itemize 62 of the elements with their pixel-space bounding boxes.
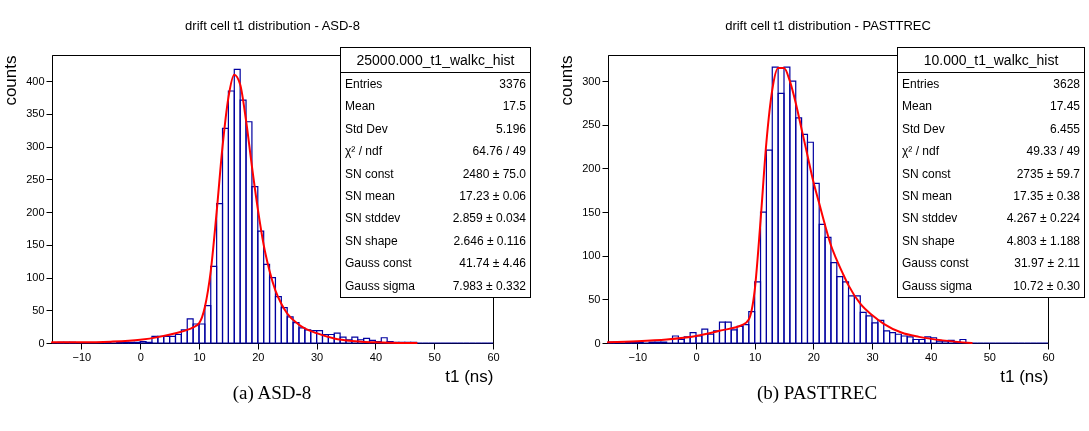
text: Mean 17.5	[345, 99, 526, 114]
x-axis-title: t1 (ns)	[1000, 366, 1049, 386]
x-tick-label: 50	[983, 350, 996, 363]
x-tick-label: 0	[137, 350, 144, 363]
y-tick-label: 300	[26, 140, 45, 153]
y-tick-label: 50	[588, 292, 601, 305]
text: SN const 2735 ± 59.7	[902, 166, 1080, 181]
x-tick-label: 30	[310, 350, 324, 363]
y-tick-label: 0	[594, 336, 601, 349]
x-tick-label: 60	[487, 350, 500, 363]
annotation: 25000.000_t1_walkc_hist	[341, 48, 530, 73]
y-tick-label: 0	[38, 336, 45, 349]
text: SN shape 4.803 ± 1.188	[902, 233, 1080, 248]
x-tick-label: 40	[369, 350, 383, 363]
y-axis-title: counts	[557, 55, 577, 106]
text: SN mean 17.23 ± 0.06	[345, 188, 526, 203]
text: Gauss sigma 10.72 ± 0.30	[902, 278, 1080, 293]
text: Gauss const 41.74 ± 4.46	[345, 256, 526, 271]
text: Mean 17.45	[902, 99, 1080, 114]
annotation: 10.000_t1_walkc_hist	[898, 48, 1084, 73]
y-axis-title: counts	[1, 55, 21, 106]
text: Gauss const 31.97 ± 2.11	[902, 256, 1080, 271]
text: SN const 2480 ± 75.0	[345, 166, 526, 181]
x-tick-label: 60	[1042, 350, 1055, 363]
chart-title: drift cell t1 distribution - PASTTREC	[725, 18, 931, 33]
y-tick-label: 50	[32, 303, 45, 316]
x-tick-label: 10	[193, 350, 206, 363]
text: Std Dev 6.455	[902, 121, 1080, 136]
text: SN stddev 4.267 ± 0.224	[902, 211, 1080, 226]
x-tick-label: 20	[252, 350, 265, 363]
x-tick-label: 50	[428, 350, 441, 363]
y-tick-label: 100	[582, 249, 601, 262]
y-tick-label: 150	[26, 238, 45, 251]
y-tick-label: 150	[582, 205, 601, 218]
x-tick-label: 30	[866, 350, 879, 363]
text: SN stddev 2.859 ± 0.034	[345, 211, 526, 226]
y-tick-label: 400	[26, 74, 45, 87]
text: (a) ASD-8	[232, 382, 312, 403]
text: χ² / ndf 49.33 / 49	[902, 144, 1080, 159]
y-tick-label: 300	[582, 74, 601, 87]
text: Entries 3628	[902, 77, 1080, 91]
text: Gauss sigma 7.983 ± 0.332	[345, 278, 526, 293]
x-tick-label: 0	[693, 350, 700, 363]
text: Entries 3376	[345, 77, 526, 91]
y-tick-label: 100	[26, 271, 45, 284]
text: (b) PASTTREC	[756, 382, 878, 403]
text: SN shape 2.646 ± 0.116	[345, 233, 526, 248]
text: SN mean 17.35 ± 0.38	[902, 188, 1080, 203]
y-tick-label: 250	[26, 172, 45, 185]
x-tick-label: 40	[925, 350, 938, 363]
x-axis-title: t1 (ns)	[445, 366, 494, 386]
chart-title: drift cell t1 distribution - ASD-8	[185, 18, 360, 33]
x-tick-label: 20	[807, 350, 820, 363]
x-tick-label: −10	[628, 350, 648, 363]
y-tick-label: 250	[582, 118, 601, 131]
text: χ² / ndf 64.76 / 49	[345, 144, 526, 159]
y-tick-label: 350	[26, 107, 45, 120]
x-tick-label: −10	[72, 350, 92, 363]
y-tick-label: 200	[26, 205, 45, 218]
y-tick-label: 200	[582, 161, 601, 174]
text: Std Dev 5.196	[345, 121, 526, 136]
x-tick-label: 10	[749, 350, 762, 363]
